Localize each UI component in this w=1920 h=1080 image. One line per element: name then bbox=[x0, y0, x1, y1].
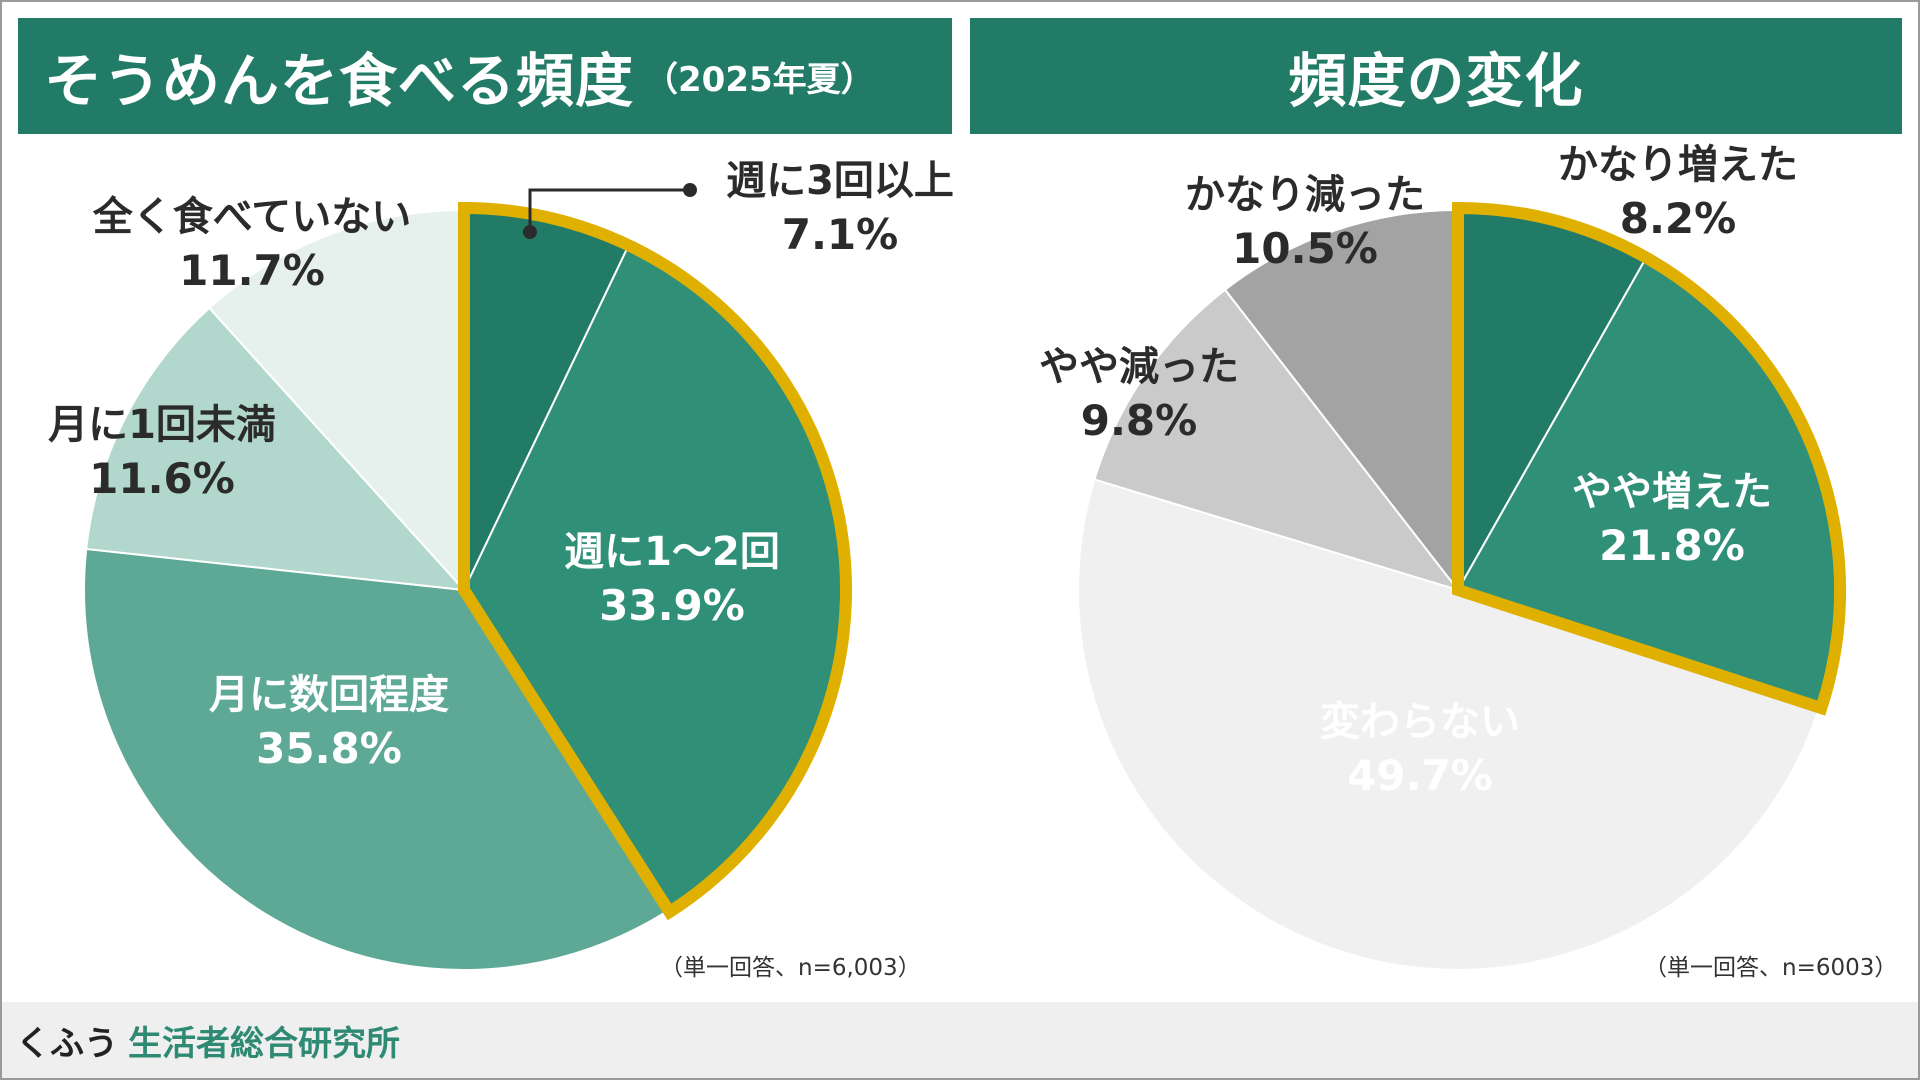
slice-label: 週に3回以上 bbox=[726, 158, 954, 204]
slice-value-label: 7.1% bbox=[782, 210, 898, 259]
slice-value-label: 49.7% bbox=[1347, 751, 1493, 800]
highlight-outline bbox=[458, 201, 852, 921]
slice-label: 変わらない bbox=[1320, 699, 1520, 745]
highlight-outline bbox=[1452, 201, 1846, 716]
slice-value-label: 10.5% bbox=[1232, 224, 1378, 273]
slice-label: かなり増えた bbox=[1558, 142, 1798, 188]
left-panel-header: そうめんを食べる頻度 （2025年夏） bbox=[18, 18, 952, 134]
slice-value-label: 33.9% bbox=[599, 581, 745, 630]
right-panel-header: 頻度の変化 bbox=[970, 18, 1902, 134]
slice-label: かなり減った bbox=[1185, 172, 1425, 218]
right-sample-note: （単一回答、n=6003） bbox=[1644, 955, 1898, 981]
pie-slice bbox=[1077, 478, 1821, 971]
leader-dot bbox=[523, 225, 537, 239]
left-panel-title: そうめんを食べる頻度 bbox=[44, 47, 635, 115]
slice-value-label: 11.7% bbox=[179, 246, 325, 295]
label-leader-line bbox=[528, 188, 690, 232]
slice-label: 月に1回未満 bbox=[48, 402, 276, 448]
slice-value-label: 8.2% bbox=[1620, 194, 1736, 243]
slice-label: やや増えた bbox=[1572, 469, 1772, 515]
brand-name: 生活者総合研究所 bbox=[128, 1023, 400, 1064]
brand-kana: くふう bbox=[16, 1023, 118, 1064]
pie-slice bbox=[83, 547, 670, 971]
slice-label: 週に1～2回 bbox=[564, 529, 780, 575]
pie-chart-1: 週に3回以上 7.1% 週に1～2回 33.9% 月に数回程度 35.8% 月に1回未満 11… bbox=[48, 158, 954, 971]
pie-slice bbox=[1223, 208, 1459, 593]
slice-label: 月に数回程度 bbox=[209, 672, 449, 718]
slice-label: 全く食べていない bbox=[92, 194, 411, 240]
slice-value-label: 11.6% bbox=[89, 454, 235, 503]
slice-value-label: 35.8% bbox=[256, 724, 402, 773]
slice-label: やや減った bbox=[1039, 344, 1239, 390]
left-sample-note: （単一回答、n=6,003） bbox=[660, 955, 921, 981]
left-panel-subtitle: （2025年夏） bbox=[644, 59, 875, 100]
slice-value-label: 21.8% bbox=[1599, 521, 1745, 570]
slice-value-label: 9.8% bbox=[1081, 396, 1197, 445]
pie-slice bbox=[207, 208, 465, 593]
pie-slice bbox=[85, 306, 467, 592]
footer-brand: くふう 生活者総合研究所 bbox=[2, 1002, 1918, 1078]
right-panel-title: 頻度の変化 bbox=[1288, 47, 1584, 115]
pie-slice bbox=[1093, 288, 1461, 592]
leader-dot bbox=[683, 183, 697, 197]
pie-charts: 週に3回以上 7.1% 週に1～2回 33.9% 月に数回程度 35.8% 月に1回未満 11… bbox=[48, 142, 1846, 971]
pie-chart-2: かなり増えた 8.2% やや増えた 21.8% 変わらない 49.7% やや減った 9.8% か… bbox=[1039, 142, 1846, 971]
